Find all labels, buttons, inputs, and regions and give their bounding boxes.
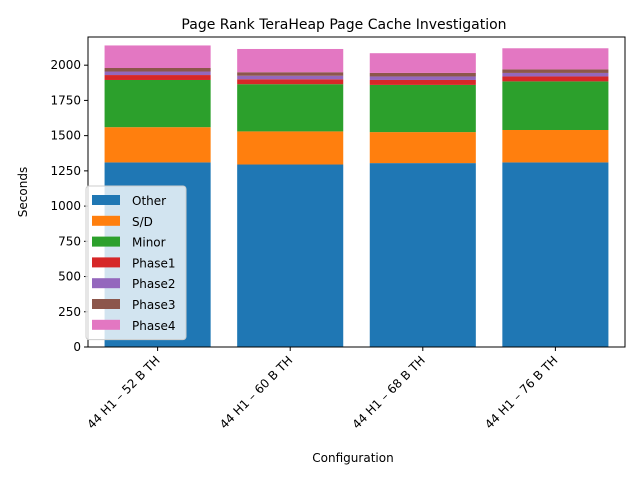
bar-phase2-4 bbox=[502, 72, 609, 77]
bar-phase2-3 bbox=[369, 76, 476, 80]
legend-swatch-phase3 bbox=[92, 299, 120, 309]
bar-phase1-1 bbox=[104, 75, 211, 80]
bar-phase1-3 bbox=[369, 79, 476, 85]
bar-other-2 bbox=[237, 164, 344, 347]
y-tick-label: 1250 bbox=[50, 164, 81, 178]
bar-phase4-1 bbox=[104, 45, 211, 68]
y-tick-label: 1750 bbox=[50, 93, 81, 107]
bar-s-d-2 bbox=[237, 131, 344, 165]
legend-label-phase1: Phase1 bbox=[132, 256, 175, 270]
bar-phase3-1 bbox=[104, 68, 211, 72]
legend-label-phase2: Phase2 bbox=[132, 277, 175, 291]
x-tick-label: 44 H1 – 76 B TH bbox=[482, 353, 560, 431]
legend-label-minor: Minor bbox=[132, 236, 166, 250]
bar-s-d-3 bbox=[369, 132, 476, 164]
legend-swatch-phase2 bbox=[92, 278, 120, 289]
y-tick-label: 1500 bbox=[50, 129, 81, 143]
bar-minor-1 bbox=[104, 79, 211, 128]
legend-label-other: Other bbox=[132, 194, 166, 208]
legend-swatch-s-d bbox=[92, 215, 120, 226]
bar-phase4-3 bbox=[369, 53, 476, 73]
bar-phase3-4 bbox=[502, 69, 609, 73]
bar-minor-4 bbox=[502, 81, 609, 130]
y-tick-label: 250 bbox=[58, 305, 81, 319]
bar-minor-2 bbox=[237, 84, 344, 132]
legend-swatch-phase4 bbox=[92, 319, 120, 330]
x-tick-label: 44 H1 – 60 B TH bbox=[217, 353, 295, 431]
y-tick-label: 1000 bbox=[50, 199, 81, 213]
y-tick-label: 2000 bbox=[50, 58, 81, 72]
bar-minor-3 bbox=[369, 84, 476, 133]
x-axis-label: Configuration bbox=[312, 451, 393, 465]
y-tick-label: 750 bbox=[58, 234, 81, 248]
legend-swatch-phase1 bbox=[92, 257, 120, 268]
x-tick-label: 44 H1 – 52 B TH bbox=[84, 353, 162, 431]
legend-swatch-minor bbox=[92, 236, 120, 247]
y-tick-label: 500 bbox=[58, 270, 81, 284]
bar-phase4-4 bbox=[502, 48, 609, 70]
bar-phase3-2 bbox=[237, 72, 344, 76]
bar-phase2-1 bbox=[104, 71, 211, 76]
bar-phase2-2 bbox=[237, 75, 344, 80]
y-tick-label: 0 bbox=[73, 340, 81, 354]
legend-label-phase4: Phase4 bbox=[132, 319, 175, 333]
bar-other-3 bbox=[369, 163, 476, 347]
bar-phase1-4 bbox=[502, 76, 609, 82]
legend-label-phase3: Phase3 bbox=[132, 298, 175, 312]
bar-phase3-3 bbox=[369, 72, 476, 77]
y-axis-label: Seconds bbox=[16, 167, 30, 217]
bar-s-d-1 bbox=[104, 127, 211, 163]
y-axis: 0 250 500 750 1000 1250 1500 1750 2000 bbox=[50, 58, 88, 354]
chart-title: Page Rank TeraHeap Page Cache Investigat… bbox=[181, 17, 506, 33]
legend-label-s-d: S/D bbox=[132, 215, 153, 229]
x-axis: 44 H1 – 52 B TH 44 H1 – 60 B TH 44 H1 – 68… bbox=[84, 347, 561, 432]
x-tick-label: 44 H1 – 68 B TH bbox=[350, 353, 428, 431]
bar-phase4-2 bbox=[237, 48, 344, 73]
legend: Other S/D Minor Phase1 Phase2 Phase3 Phase4 bbox=[85, 185, 187, 341]
bars-group bbox=[104, 45, 609, 347]
bar-phase1-2 bbox=[237, 79, 344, 85]
bar-other-4 bbox=[502, 162, 609, 347]
legend-swatch-other bbox=[92, 195, 120, 205]
bar-s-d-4 bbox=[502, 130, 609, 163]
